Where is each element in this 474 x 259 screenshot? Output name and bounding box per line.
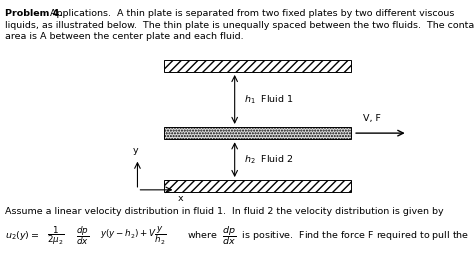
Bar — [164, 60, 351, 72]
Text: y: y — [132, 146, 138, 155]
Text: liquids, as illustrated below.  The thin plate is unequally spaced between the t: liquids, as illustrated below. The thin … — [5, 21, 474, 30]
Text: $y(y-h_2)+V\dfrac{y}{h_2}$: $y(y-h_2)+V\dfrac{y}{h_2}$ — [100, 225, 166, 247]
Text: $\dfrac{dp}{dx}$: $\dfrac{dp}{dx}$ — [76, 224, 89, 247]
Text: $h_1$  Fluid 1: $h_1$ Fluid 1 — [244, 93, 294, 106]
Text: $\dfrac{1}{2\mu_2}$: $\dfrac{1}{2\mu_2}$ — [47, 224, 64, 247]
Text: $h_2$  Fluid 2: $h_2$ Fluid 2 — [244, 153, 293, 166]
Text: x: x — [178, 194, 183, 203]
Text: Assume a linear velocity distribution in fluid 1.  In fluid 2 the velocity distr: Assume a linear velocity distribution in… — [5, 207, 443, 216]
Text: $u_2(y) =$: $u_2(y) =$ — [5, 229, 39, 242]
Text: Applications.  A thin plate is separated from two fixed plates by two different : Applications. A thin plate is separated … — [44, 9, 455, 18]
Text: where  $\dfrac{dp}{dx}$  is positive.  Find the force F required to pull the: where $\dfrac{dp}{dx}$ is positive. Find… — [187, 224, 470, 247]
Text: V, F: V, F — [363, 114, 381, 123]
Bar — [164, 127, 351, 139]
Bar — [164, 180, 351, 192]
Text: area is A between the center plate and each fluid.: area is A between the center plate and e… — [5, 32, 243, 41]
Text: Problem 4.: Problem 4. — [5, 9, 63, 18]
